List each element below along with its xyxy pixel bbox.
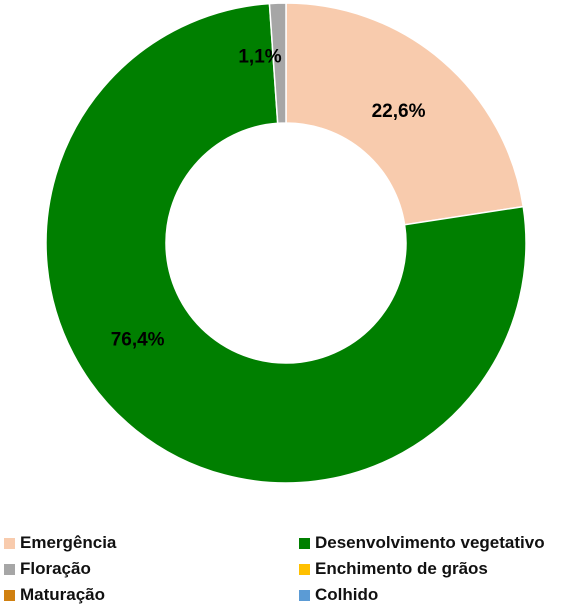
legend-item-emergencia: Emergência: [4, 531, 116, 555]
legend-swatch-enchimento-de-graos: [299, 563, 310, 575]
legend-swatch-floracao: [4, 563, 15, 575]
legend-swatch-emergencia: [4, 537, 15, 549]
data-label-desenvolvimento-vegetativo: 76,4%: [111, 330, 165, 351]
slice-floracao: [268, 2, 287, 125]
labels-group: 22,6% 76,4% 1,1%: [111, 47, 426, 351]
legend-swatch-maturacao: [4, 589, 15, 601]
legend-label-floracao: Floração: [20, 559, 91, 578]
legend-item-enchimento-de-graos: Enchimento de grãos: [299, 557, 488, 581]
legend-swatch-colhido: [299, 589, 310, 601]
data-label-emergencia: 22,6%: [372, 101, 426, 122]
slices-group: [45, 2, 527, 484]
legend-swatch-desenvolvimento-vegetativo: [299, 537, 310, 549]
donut-chart: 22,6% 76,4% 1,1%: [45, 2, 527, 484]
legend-item-floracao: Floração: [4, 557, 91, 581]
legend-label-maturacao: Maturação: [20, 585, 106, 604]
legend-item-maturacao: Maturação: [4, 583, 105, 607]
legend-label-enchimento-de-graos: Enchimento de grãos: [315, 559, 488, 578]
legend-item-desenvolvimento-vegetativo: Desenvolvimento vegetativo: [299, 531, 545, 555]
legend-item-colhido: Colhido: [299, 583, 378, 607]
legend: Emergência Desenvolvimento vegetativo Fl…: [4, 530, 583, 607]
slice-desenvolvimento-vegetativo: [45, 2, 527, 484]
slice-emergencia: [285, 2, 525, 226]
legend-label-emergencia: Emergência: [20, 533, 117, 552]
data-label-floracao: 1,1%: [238, 47, 281, 68]
legend-label-colhido: Colhido: [315, 585, 379, 604]
legend-label-desenvolvimento-vegetativo: Desenvolvimento vegetativo: [315, 533, 545, 552]
